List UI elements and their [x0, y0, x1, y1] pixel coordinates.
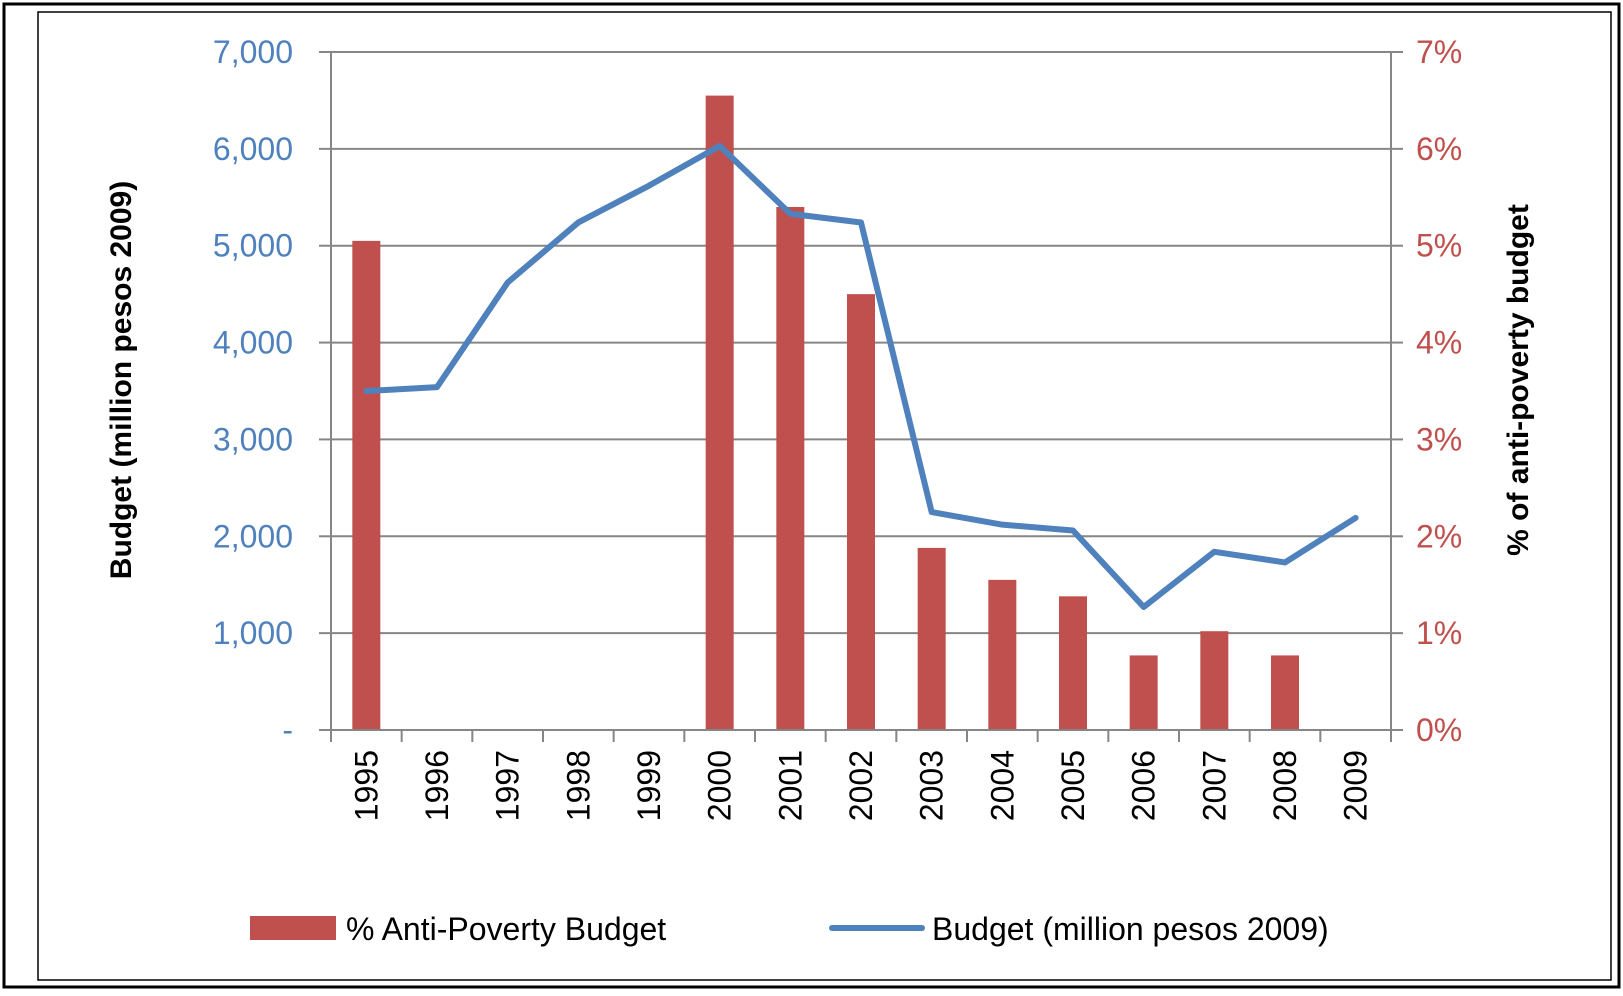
- bar-1995: [352, 240, 381, 730]
- right-tick-label: 3%: [1416, 421, 1462, 457]
- right-tick-label: 4%: [1416, 325, 1462, 361]
- budget-line: [363, 142, 1359, 610]
- axes: [319, 51, 1403, 742]
- x-tick-label: 2001: [772, 750, 808, 821]
- x-tick-label: 2000: [702, 750, 738, 821]
- left-tick-label: 7,000: [213, 34, 293, 70]
- left-tick-label: 6,000: [213, 131, 293, 167]
- x-tick-label: 2008: [1267, 750, 1303, 821]
- right-tick-label: 7%: [1416, 34, 1462, 70]
- left-tick-label: 3,000: [213, 421, 293, 457]
- y-axis-title-right: % of anti-poverty budget: [1502, 204, 1535, 556]
- line-series: [363, 142, 1359, 610]
- y-axis-title-left: Budget (million pesos 2009): [105, 181, 138, 579]
- left-tick-label: 2,000: [213, 518, 293, 554]
- bar-2003: [917, 547, 946, 730]
- left-tick-label: 4,000: [213, 325, 293, 361]
- legend-label-bar: % Anti-Poverty Budget: [346, 911, 666, 947]
- x-tick-label: 1996: [419, 750, 455, 821]
- x-tick-label: 2003: [914, 750, 950, 821]
- x-tick-label: 2009: [1338, 750, 1374, 821]
- left-axis-tick-labels: - 1,000 2,000 3,000 4,000 5,000 6,000 7,000: [213, 34, 293, 748]
- x-tick-label: 2002: [843, 750, 879, 821]
- right-tick-label: 2%: [1416, 518, 1462, 554]
- x-tick-label: 1998: [560, 750, 596, 821]
- left-tick-label: 1,000: [213, 615, 293, 651]
- bar-2006: [1129, 655, 1158, 730]
- chart-inner-border: [37, 11, 1612, 981]
- right-tick-label: 6%: [1416, 131, 1462, 167]
- bar-2001: [776, 206, 805, 730]
- bar-2005: [1059, 596, 1087, 730]
- x-tick-label: 2005: [1055, 750, 1091, 821]
- bar-2008: [1271, 655, 1299, 730]
- bar-2004: [988, 579, 1017, 730]
- right-axis-tick-labels: 0% 1% 2% 3% 4% 5% 6% 7%: [1416, 34, 1462, 748]
- x-tick-label: 2004: [984, 750, 1020, 821]
- right-tick-label: 0%: [1416, 712, 1462, 748]
- legend: % Anti-Poverty Budget Budget (million pe…: [250, 911, 1329, 947]
- left-tick-label: 5,000: [213, 228, 293, 264]
- left-tick-label: -: [282, 712, 293, 748]
- x-tick-label: 1995: [348, 750, 384, 821]
- legend-swatch-bar: [250, 916, 336, 940]
- bar-series: [352, 95, 1299, 731]
- bar-2000: [705, 95, 734, 731]
- bar-2002: [847, 294, 875, 730]
- bar-2007: [1200, 631, 1229, 730]
- x-tick-label: 1997: [490, 750, 526, 821]
- legend-label-line: Budget (million pesos 2009): [932, 911, 1329, 947]
- x-axis-tick-labels: 1995 1996 1997 1998 1999 2000 2001 2002 2003 2004…: [348, 750, 1373, 821]
- x-tick-label: 1999: [631, 750, 667, 821]
- x-tick-label: 2007: [1196, 750, 1232, 821]
- x-tick-label: 2006: [1126, 750, 1162, 821]
- right-tick-label: 5%: [1416, 228, 1462, 264]
- right-tick-label: 1%: [1416, 615, 1462, 651]
